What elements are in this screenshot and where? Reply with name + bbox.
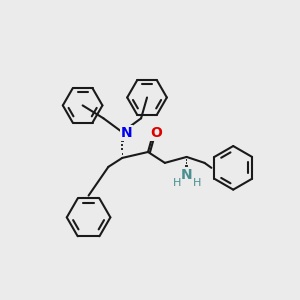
Text: N: N [181, 168, 193, 182]
Text: O: O [150, 126, 162, 140]
Text: H: H [172, 178, 181, 188]
Text: N: N [120, 126, 132, 140]
Text: H: H [192, 178, 201, 188]
